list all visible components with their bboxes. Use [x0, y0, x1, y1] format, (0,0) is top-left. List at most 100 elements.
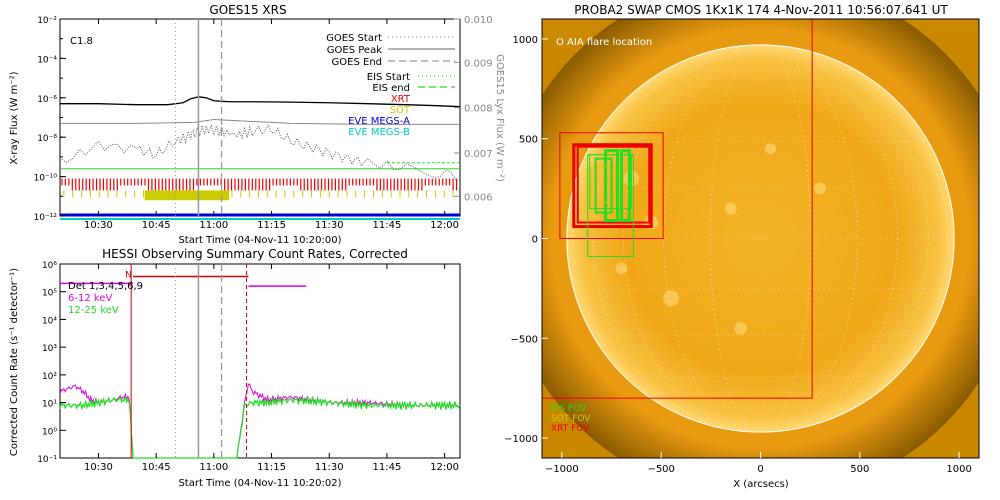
hessi-legend-label: 12-25 keV — [68, 305, 119, 316]
goes-legend-label: GOES End — [332, 57, 382, 68]
hessi-legend-label: 6-12 keV — [68, 293, 112, 304]
goes-panel: GOES15 XRS 10:30 10:45 11:00 11:15 11:30 11:4… — [9, 3, 505, 246]
sot-fov-box — [591, 166, 616, 204]
goes-right-tick-label: 0.009 — [464, 58, 493, 69]
hessi-xtick-label: 12:00 — [430, 462, 459, 473]
swap-xtick-label: 0 — [757, 464, 763, 475]
swap-ytick-label: 1000 — [513, 35, 538, 46]
goes-ytick-label: 10⁻⁴ — [37, 55, 57, 65]
hessi-plot-frame — [59, 263, 461, 459]
goes-xtick-label: 11:45 — [373, 220, 402, 231]
eis-fov-box — [619, 149, 631, 223]
hessi-legend-label: Det 1,3,4,5,6,9 — [68, 281, 143, 292]
goes-xtick-label: 10:30 — [84, 220, 113, 231]
goes-flare-class: C1.8 — [70, 36, 93, 47]
goes-legend-label: EIS Start — [367, 72, 410, 83]
goes-xlabel: Start Time (04-Nov-11 10:20:00) — [178, 235, 341, 246]
eis-fov-box — [604, 149, 619, 223]
hessi-panel: HESSI Observing Summary Count Rates, Cor… — [9, 247, 461, 489]
hessi-xtick-label: 11:15 — [257, 462, 286, 473]
goes-title: GOES15 XRS — [209, 3, 286, 17]
swap-title: PROBA2 SWAP CMOS 1Kx1K 174 4-Nov-2011 10… — [574, 3, 948, 17]
xrt-fov-box — [576, 145, 651, 224]
eis-fov-box — [594, 157, 613, 214]
goes-right-tick-label: 0.006 — [464, 192, 493, 203]
hessi-ytick-label: 10⁵ — [42, 289, 57, 299]
goes-plot-area — [59, 19, 461, 220]
xrt-fov-box — [559, 132, 664, 239]
goes-xtick-label: 11:00 — [199, 220, 228, 231]
goes-xtick-label: 12:00 — [430, 220, 459, 231]
swap-ytick-label: −500 — [511, 334, 538, 345]
goes-right-tick-label: 0.007 — [464, 149, 493, 160]
swap-xtick-label: −1000 — [545, 464, 579, 475]
swap-xtick-label: −500 — [647, 464, 674, 475]
swap-bright-region — [734, 321, 747, 335]
goes-ytick-label: 10⁻² — [37, 16, 57, 26]
goes-ytick-label: 10⁻¹² — [34, 213, 58, 223]
swap-ytick-label: 500 — [519, 135, 538, 146]
swap-fov-legend-label: EIS FOV — [551, 404, 587, 414]
goes-xtick-label: 10:45 — [142, 220, 171, 231]
goes-ytick-label: 10⁻⁸ — [37, 134, 57, 144]
goes-legend-label: XRT — [391, 94, 411, 105]
swap-image — [542, 19, 979, 458]
hessi-ytick-label: 10⁶ — [42, 261, 57, 271]
hessi-xtick-label: 10:30 — [84, 462, 113, 473]
swap-xtick-label: 1000 — [946, 464, 971, 475]
swap-aia-label: O AIA flare location — [556, 37, 652, 48]
goes-legend-label: GOES Start — [326, 33, 382, 44]
goes-axes: 10:30 10:45 11:00 11:15 11:30 11:45 12:00 10⁻² 1… — [34, 15, 493, 231]
goes-lya-series — [60, 118, 460, 125]
swap-xtick-label: 500 — [850, 464, 869, 475]
hessi-title: HESSI Observing Summary Count Rates, Cor… — [102, 247, 408, 261]
swap-ytick-label: 0 — [532, 235, 538, 246]
goes-legend-label: EVE MEGS-A — [348, 116, 410, 127]
goes-xtick-label: 11:30 — [315, 220, 344, 231]
swap-bright-region — [663, 290, 680, 307]
swap-axes: −1000 −1000 −500 −500 0 0 500 500 1000 1000 — [504, 35, 972, 475]
goes-right-tick-label: 0.008 — [464, 104, 493, 115]
goes-legend-label: EVE MEGS-B — [348, 127, 410, 138]
goes-xtick-label: 11:15 — [257, 220, 286, 231]
hessi-12-25kev-series — [59, 395, 461, 459]
hessi-xtick-label: 11:00 — [199, 462, 228, 473]
hessi-ytick-label: 10⁻¹ — [37, 455, 57, 465]
sot-block — [144, 190, 230, 201]
goes-ylabel: X-ray Flux (W m⁻²) — [9, 71, 20, 164]
hessi-ylabel: Corrected Count Rate (s⁻¹ detector⁻¹) — [9, 268, 20, 456]
swap-longitude-line — [592, 44, 929, 433]
goes-short-series — [59, 123, 457, 181]
swap-panel: PROBA2 SWAP CMOS 1Kx1K 174 4-Nov-2011 10… — [504, 3, 980, 490]
swap-longitude-line — [573, 44, 948, 433]
goes-right-tick-label: 0.010 — [464, 15, 493, 26]
hessi-xtick-label: 11:45 — [373, 462, 402, 473]
swap-bright-region — [764, 143, 776, 155]
goes-ytick-label: 10⁻¹⁰ — [34, 174, 58, 184]
hessi-ytick-label: 10² — [42, 372, 57, 382]
goes-legend-label: EIS end — [372, 83, 410, 94]
hessi-xtick-label: 10:45 — [142, 462, 171, 473]
hessi-ytick-label: 10¹ — [42, 400, 57, 410]
hessi-plot-area: N — [59, 264, 461, 459]
hessi-ytick-label: 10⁰ — [42, 427, 57, 437]
swap-bright-region — [615, 262, 628, 275]
swap-longitude-line — [623, 44, 898, 433]
goes-long-series — [60, 96, 461, 108]
swap-ytick-label: −1000 — [504, 434, 538, 445]
hessi-xlabel: Start Time (04-Nov-11 10:20:02) — [178, 478, 341, 489]
swap-bright-region — [814, 182, 827, 195]
goes-ytick-label: 10⁻⁶ — [37, 95, 57, 105]
xrt-fov-box — [542, 19, 813, 399]
xrt-fov-box — [572, 143, 653, 229]
hessi-state-label: N — [125, 270, 132, 280]
swap-xlabel: X (arcsecs) — [733, 479, 789, 490]
swap-bright-region — [724, 202, 737, 215]
swap-fov-legend-label: SOT FOV — [551, 414, 591, 424]
hessi-ytick-label: 10⁴ — [42, 316, 57, 326]
goes-ylabel-right: GOES15 Lyx Flux (W m⁻²) — [494, 54, 505, 182]
